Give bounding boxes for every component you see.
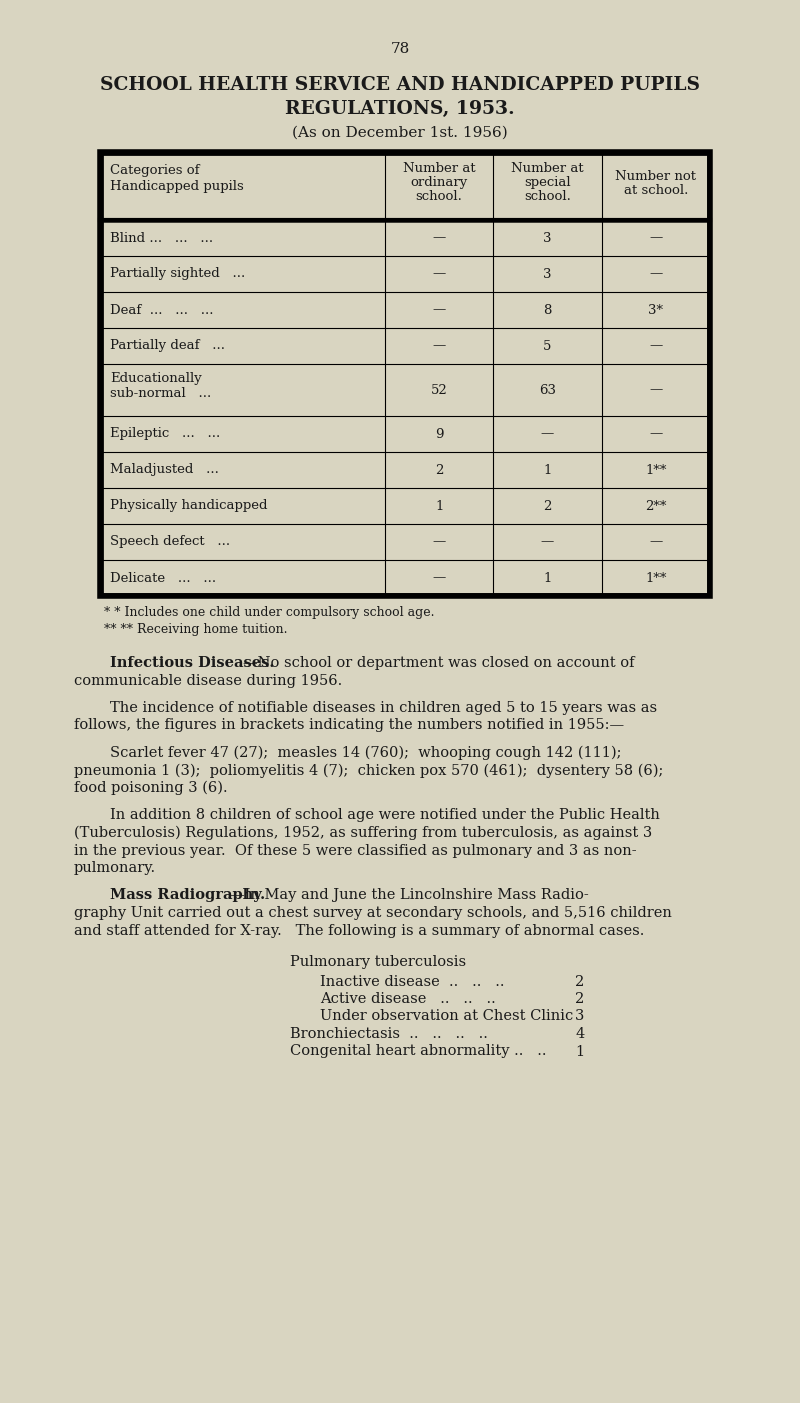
Text: 2: 2 — [435, 463, 443, 477]
Text: SCHOOL HEALTH SERVICE AND HANDICAPPED PUPILS: SCHOOL HEALTH SERVICE AND HANDICAPPED PU… — [100, 76, 700, 94]
Text: (Tuberculosis) Regulations, 1952, as suffering from tuberculosis, as against 3: (Tuberculosis) Regulations, 1952, as suf… — [74, 826, 652, 840]
Text: Infectious Diseases.: Infectious Diseases. — [110, 657, 274, 671]
Text: special: special — [524, 175, 571, 189]
Bar — [102, 154, 708, 593]
Text: Deaf  ...   ...   ...: Deaf ... ... ... — [110, 303, 214, 317]
Text: sub-normal   ...: sub-normal ... — [110, 387, 211, 400]
Text: at school.: at school. — [624, 184, 688, 196]
Text: 78: 78 — [390, 42, 410, 56]
Text: —: — — [650, 428, 662, 441]
Text: Mass Radiography.: Mass Radiography. — [110, 888, 265, 902]
Text: —: — — [541, 428, 554, 441]
Text: —: — — [433, 231, 446, 244]
Text: school.: school. — [416, 189, 462, 203]
Text: Bronchiectasis  ..   ..   ..   ..: Bronchiectasis .. .. .. .. — [290, 1027, 488, 1041]
Text: 2: 2 — [543, 499, 552, 512]
Text: Inactive disease  ..   ..   ..: Inactive disease .. .. .. — [320, 975, 505, 989]
Text: 5: 5 — [543, 340, 552, 352]
Text: The incidence of notifiable diseases in children aged 5 to 15 years was as: The incidence of notifiable diseases in … — [110, 702, 657, 716]
Text: 1**: 1** — [645, 463, 666, 477]
Text: ordinary: ordinary — [410, 175, 468, 189]
Text: 8: 8 — [543, 303, 552, 317]
Text: —: — — [433, 303, 446, 317]
Text: —: — — [433, 571, 446, 585]
Text: 9: 9 — [435, 428, 443, 441]
Text: Maladjusted   ...: Maladjusted ... — [110, 463, 219, 477]
Text: Blind ...   ...   ...: Blind ... ... ... — [110, 231, 213, 244]
Text: —: — — [650, 268, 662, 281]
Text: 2: 2 — [575, 992, 584, 1006]
Text: (As on December 1st. 1956): (As on December 1st. 1956) — [292, 126, 508, 140]
Text: Handicapped pupils: Handicapped pupils — [110, 180, 244, 194]
Text: 63: 63 — [539, 383, 556, 397]
Text: 2: 2 — [575, 975, 584, 989]
Text: —No school or department was closed on account of: —No school or department was closed on a… — [243, 657, 634, 671]
Text: Physically handicapped: Physically handicapped — [110, 499, 267, 512]
Text: Speech defect   ...: Speech defect ... — [110, 536, 230, 549]
Text: 2**: 2** — [645, 499, 666, 512]
Text: Pulmonary tuberculosis: Pulmonary tuberculosis — [290, 955, 466, 969]
Text: In addition 8 children of school age were notified under the Public Health: In addition 8 children of school age wer… — [110, 808, 660, 822]
Text: pneumonia 1 (3);  poliomyelitis 4 (7);  chicken pox 570 (461);  dysentery 58 (6): pneumonia 1 (3); poliomyelitis 4 (7); ch… — [74, 763, 663, 777]
Text: Congenital heart abnormality ..   ..: Congenital heart abnormality .. .. — [290, 1044, 546, 1058]
Text: 1: 1 — [435, 499, 443, 512]
Text: and staff attended for X-ray.   The following is a summary of abnormal cases.: and staff attended for X-ray. The follow… — [74, 923, 644, 937]
Text: pulmonary.: pulmonary. — [74, 861, 156, 875]
Text: in the previous year.  Of these 5 were classified as pulmonary and 3 as non-: in the previous year. Of these 5 were cl… — [74, 843, 637, 857]
Text: school.: school. — [524, 189, 571, 203]
Text: Delicate   ...   ...: Delicate ... ... — [110, 571, 216, 585]
Text: communicable disease during 1956.: communicable disease during 1956. — [74, 673, 342, 687]
Text: Partially sighted   ...: Partially sighted ... — [110, 268, 246, 281]
Text: Active disease   ..   ..   ..: Active disease .. .. .. — [320, 992, 496, 1006]
Bar — [100, 152, 710, 596]
Text: 1: 1 — [543, 463, 552, 477]
Text: 4: 4 — [575, 1027, 584, 1041]
Text: * * Includes one child under compulsory school age.: * * Includes one child under compulsory … — [104, 606, 434, 619]
Text: 3: 3 — [575, 1010, 584, 1024]
Text: 1: 1 — [543, 571, 552, 585]
Text: 3: 3 — [543, 231, 552, 244]
Text: follows, the figures in brackets indicating the numbers notified in 1955:—: follows, the figures in brackets indicat… — [74, 718, 624, 732]
Text: 3*: 3* — [648, 303, 663, 317]
Text: food poisoning 3 (6).: food poisoning 3 (6). — [74, 781, 228, 796]
Text: —: — — [650, 340, 662, 352]
Text: ** ** Receiving home tuition.: ** ** Receiving home tuition. — [104, 623, 287, 636]
Text: Number at: Number at — [403, 161, 475, 175]
Text: —In May and June the Lincolnshire Mass Radio-: —In May and June the Lincolnshire Mass R… — [230, 888, 589, 902]
Text: 3: 3 — [543, 268, 552, 281]
Text: 52: 52 — [430, 383, 447, 397]
Text: —: — — [433, 536, 446, 549]
Text: —: — — [650, 383, 662, 397]
Text: 1**: 1** — [645, 571, 666, 585]
Text: Categories of: Categories of — [110, 164, 199, 177]
Text: —: — — [650, 536, 662, 549]
Text: Scarlet fever 47 (27);  measles 14 (760);  whooping cough 142 (111);: Scarlet fever 47 (27); measles 14 (760);… — [110, 746, 622, 760]
Text: Partially deaf   ...: Partially deaf ... — [110, 340, 225, 352]
Text: —: — — [433, 340, 446, 352]
Text: Number not: Number not — [615, 170, 696, 182]
Text: REGULATIONS, 1953.: REGULATIONS, 1953. — [285, 100, 515, 118]
Text: Number at: Number at — [511, 161, 584, 175]
Text: Under observation at Chest Clinic: Under observation at Chest Clinic — [320, 1010, 574, 1024]
Text: Educationally: Educationally — [110, 372, 202, 384]
Text: 1: 1 — [575, 1044, 584, 1058]
Text: —: — — [541, 536, 554, 549]
Text: —: — — [433, 268, 446, 281]
Text: Epileptic   ...   ...: Epileptic ... ... — [110, 428, 220, 441]
Text: graphy Unit carried out a chest survey at secondary schools, and 5,516 children: graphy Unit carried out a chest survey a… — [74, 906, 672, 920]
Text: —: — — [650, 231, 662, 244]
